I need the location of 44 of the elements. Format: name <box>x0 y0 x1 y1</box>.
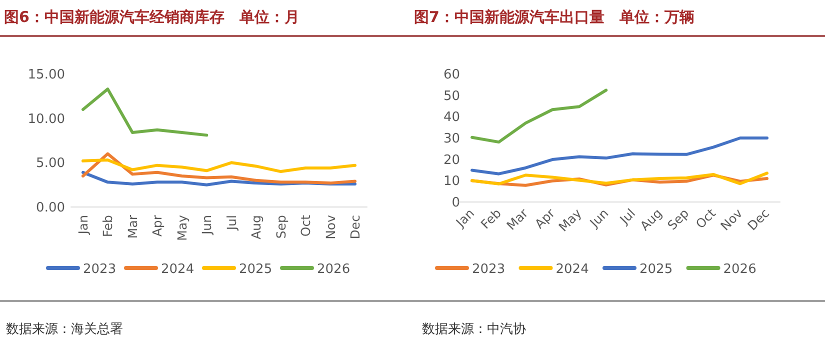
x-tick-label: Aug <box>636 206 665 234</box>
y-tick-label: 10 <box>443 174 460 190</box>
x-tick-label: Jul <box>616 206 638 228</box>
y-tick-label: 0.00 <box>36 200 65 216</box>
legend-label: 2025 <box>640 262 673 277</box>
legend-label: 2026 <box>723 262 756 277</box>
legend-label: 2023 <box>472 262 506 277</box>
x-tick-label: Nov <box>717 205 746 234</box>
source-note: 数据来源：中汽协 <box>422 322 526 337</box>
x-tick-label: Jun <box>586 206 612 231</box>
x-tick-label: Oct <box>298 214 314 237</box>
legend-label: 2024 <box>161 262 194 277</box>
legend-label: 2025 <box>239 262 272 277</box>
x-tick-label: Dec <box>348 214 362 240</box>
x-tick-label: Mar <box>124 214 140 239</box>
x-tick-label: Jan <box>76 215 90 236</box>
x-tick-label: Feb <box>478 205 504 232</box>
y-tick-label: 60 <box>443 68 460 82</box>
x-tick-label: Jun <box>199 215 214 236</box>
x-tick-label: Apr <box>150 214 165 237</box>
x-tick-label: Sep <box>664 205 692 233</box>
x-tick-label: Feb <box>100 214 116 238</box>
y-tick-label: 30 <box>443 132 460 146</box>
y-tick-label: 15.00 <box>28 68 65 82</box>
y-tick-label: 40 <box>443 110 460 126</box>
legend-label: 2023 <box>83 262 116 277</box>
legend-label: 2024 <box>556 262 589 277</box>
x-tick-label: Jul <box>224 215 239 232</box>
x-tick-label: Oct <box>692 205 719 232</box>
y-tick-label: 20 <box>443 152 460 168</box>
y-tick-label: 50 <box>443 88 460 104</box>
x-tick-label: May <box>174 214 190 241</box>
y-tick-label: 5.00 <box>36 156 65 172</box>
x-tick-label: Aug <box>248 215 264 240</box>
x-tick-label: Apr <box>532 204 558 232</box>
chart-title: 图7：中国新能源汽车出口量 单位：万辆 <box>414 8 694 26</box>
source-note: 数据来源：海关总署 <box>6 322 123 337</box>
x-tick-label: Mar <box>503 204 532 233</box>
chart-title: 图6：中国新能源汽车经销商库存 单位：月 <box>4 8 300 26</box>
y-tick-label: 10.00 <box>28 112 65 127</box>
x-tick-label: Nov <box>322 214 338 240</box>
legend-label: 2026 <box>317 262 350 277</box>
x-tick-label: Dec <box>744 205 772 234</box>
x-tick-label: Sep <box>273 214 288 239</box>
